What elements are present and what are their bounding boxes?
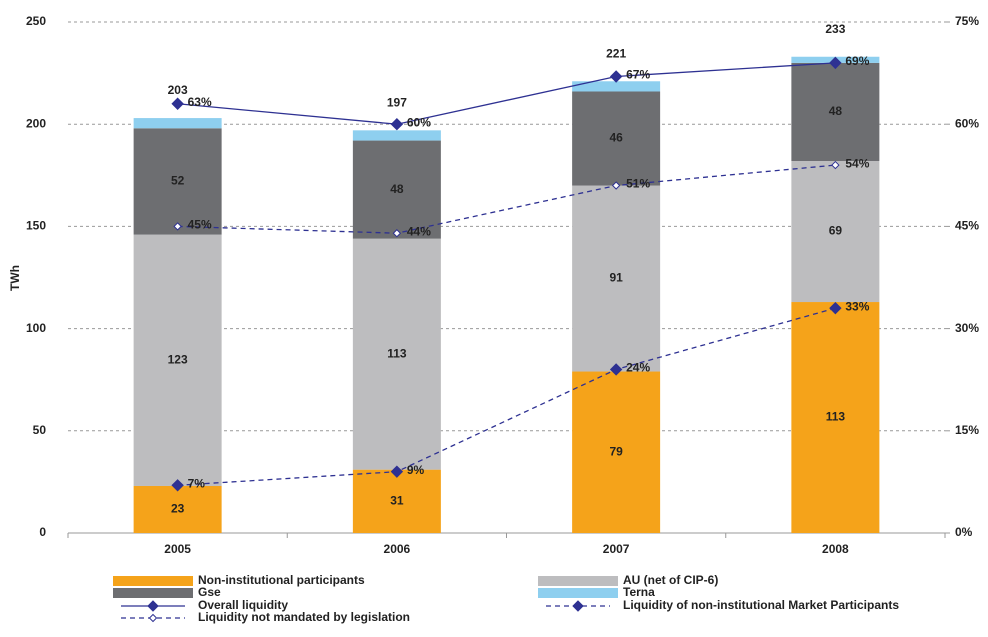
bar-segment xyxy=(352,238,441,470)
line-label: 63% xyxy=(188,95,212,109)
bar-label: 48 xyxy=(829,104,843,118)
line-label: 51% xyxy=(626,177,650,191)
bar-segment xyxy=(133,485,222,533)
line xyxy=(177,307,836,486)
y-tick-label: 150 xyxy=(26,219,46,233)
bar-segment xyxy=(791,62,880,161)
bar-segment xyxy=(572,185,661,372)
total-label: 221 xyxy=(606,46,626,60)
line-label: 60% xyxy=(407,115,431,129)
line xyxy=(177,62,836,125)
legend-label: Non-institutional participants xyxy=(198,573,365,587)
legend-label: Terna xyxy=(623,585,655,599)
line-label: 7% xyxy=(188,476,206,490)
legend-label: Gse xyxy=(198,585,221,599)
legend-marker xyxy=(148,613,158,623)
total-label: 203 xyxy=(168,83,188,97)
y2-tick-label: 45% xyxy=(955,219,979,233)
legend-marker xyxy=(147,600,159,612)
bar-segment xyxy=(572,81,661,92)
y-tick-label: 100 xyxy=(26,321,46,335)
line-marker xyxy=(171,479,184,492)
y2-tick-label: 15% xyxy=(955,423,979,437)
bar-segment xyxy=(133,128,222,235)
line-marker xyxy=(609,363,623,376)
bar-label: 79 xyxy=(609,444,623,458)
y-tick-label: 250 xyxy=(26,14,46,28)
y2-tick-label: 60% xyxy=(955,116,979,130)
legend-label: Liquidity of non-institutional Market Pa… xyxy=(623,598,899,612)
bar-segment xyxy=(352,130,441,141)
bar-segment xyxy=(572,91,661,186)
bar-label: 69 xyxy=(829,224,843,238)
y-tick-label: 200 xyxy=(26,116,46,130)
bar-segment xyxy=(791,302,880,533)
bar-label: 48 xyxy=(390,182,404,196)
y-axis-label: TWh xyxy=(8,265,22,291)
line-marker xyxy=(392,229,402,238)
line-label: 44% xyxy=(407,224,431,238)
line-label: 9% xyxy=(407,463,425,477)
line-label: 54% xyxy=(845,156,869,170)
bar-segment xyxy=(352,469,441,533)
line-marker xyxy=(390,117,404,131)
line-label: 67% xyxy=(626,68,650,82)
legend-label: Liquidity not mandated by legislation xyxy=(198,610,410,624)
bar-segment xyxy=(352,140,441,239)
y-tick-label: 50 xyxy=(33,423,47,437)
legend-label: AU (net of CIP-6) xyxy=(623,573,718,587)
line-label: 45% xyxy=(188,218,212,232)
legend-swatch xyxy=(538,576,618,586)
legend-swatch xyxy=(538,588,618,598)
line-marker xyxy=(609,70,623,83)
y2-tick-label: 75% xyxy=(955,14,979,28)
x-tick-label: 2005 xyxy=(164,542,191,556)
y2-tick-label: 30% xyxy=(955,321,979,335)
line-marker xyxy=(829,56,842,70)
total-label: 197 xyxy=(387,96,407,110)
line-label: 33% xyxy=(845,299,869,313)
y2-tick-label: 0% xyxy=(955,525,973,539)
line-marker xyxy=(173,222,182,231)
x-tick-label: 2008 xyxy=(822,542,849,556)
x-tick-label: 2006 xyxy=(384,542,411,556)
bar-label: 52 xyxy=(171,174,185,188)
total-label: 233 xyxy=(825,22,845,36)
bar-label: 46 xyxy=(609,131,623,145)
legend-label: Overall liquidity xyxy=(198,598,288,612)
bar-segment xyxy=(572,371,661,533)
line-marker xyxy=(390,465,404,478)
bar-segment xyxy=(133,234,222,486)
line-marker xyxy=(611,181,621,190)
line-marker xyxy=(831,160,840,170)
bar-label: 91 xyxy=(609,271,623,285)
legend-swatch xyxy=(113,576,193,586)
line-marker xyxy=(829,301,842,315)
legend-swatch xyxy=(113,588,193,598)
bar-label: 113 xyxy=(826,410,846,424)
line xyxy=(177,164,836,234)
bar-segment xyxy=(133,118,222,129)
line-label: 24% xyxy=(626,361,650,375)
x-tick-label: 2007 xyxy=(603,542,630,556)
legend-marker xyxy=(572,600,584,612)
bar-label: 123 xyxy=(168,352,188,366)
bar-label: 23 xyxy=(171,502,185,516)
bar-label: 113 xyxy=(387,346,407,360)
y-tick-label: 0 xyxy=(39,525,46,539)
line-marker xyxy=(171,97,184,110)
bar-label: 31 xyxy=(390,493,404,507)
bar-segment xyxy=(791,160,880,303)
line-label: 69% xyxy=(845,54,869,68)
